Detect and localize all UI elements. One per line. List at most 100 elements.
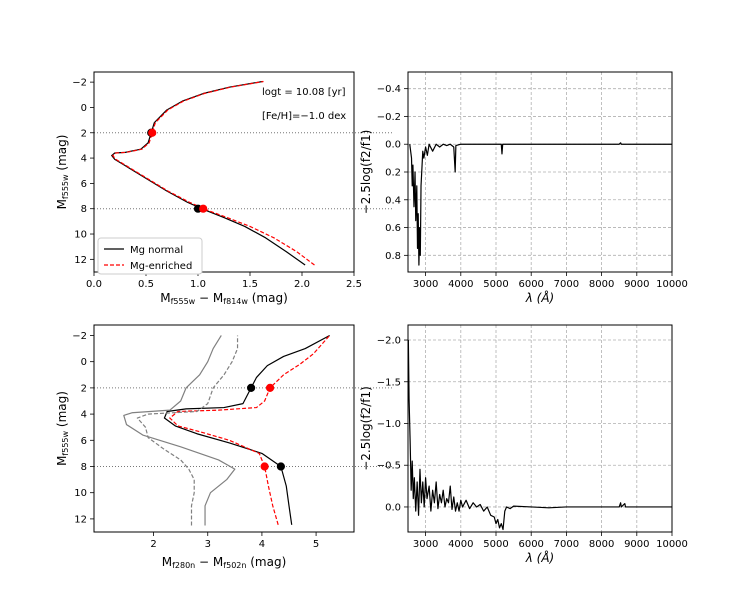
y-axis-label: Mf555w (mag) <box>55 135 70 210</box>
x-tick-label: 6000 <box>518 279 543 290</box>
series-line-ratio <box>409 142 672 266</box>
x-axis-label-part: − M <box>195 555 223 569</box>
y-tick-label: −1.0 <box>377 419 401 430</box>
x-tick-label: 8000 <box>589 279 614 290</box>
spectrum-bottom-panel: 3000 4000 5000 6000 7000 8000 9000 10000 −2.0 −1.… <box>359 324 688 565</box>
y-axis-label: Mf555w (mag) <box>55 391 70 466</box>
marked-point <box>199 204 208 213</box>
x-tick-label: 7000 <box>554 539 579 550</box>
x-axis-label: Mf280n − Mf502n (mag) <box>162 555 287 570</box>
y-tick-label: 8 <box>81 204 87 215</box>
x-tick-label: 0.5 <box>138 279 154 290</box>
x-tick-label: 4 <box>259 539 265 550</box>
x-tick-label: 10000 <box>656 279 688 290</box>
y-tick-label: 2 <box>81 128 87 139</box>
spectrum-top-panel: 3000 4000 5000 6000 7000 8000 9000 10000 −0.4 −0.… <box>359 71 688 305</box>
series-line-normal-grey- <box>123 335 236 526</box>
axes-frame <box>93 71 355 273</box>
x-axis-label-part: (mag) <box>248 291 288 305</box>
y-tick-label: 10 <box>74 488 87 499</box>
x-axis-label-part: − M <box>195 291 223 305</box>
y-tick-label: 0.6 <box>385 223 401 234</box>
y-tick-label: 4 <box>81 410 87 421</box>
x-tick-label: 0.0 <box>86 279 102 290</box>
x-axis-label-part: (mag) <box>246 555 286 569</box>
y-tick-label: 2 <box>81 383 87 394</box>
x-tick-label: 3000 <box>413 279 438 290</box>
marked-point <box>265 383 275 392</box>
annotation-age: logt = 10.08 [yr] <box>262 87 346 98</box>
x-tick-label: 2 <box>150 539 156 550</box>
y-axis-label-part: (mag) <box>55 391 69 431</box>
y-axis-label-part: M <box>55 199 69 209</box>
y-tick-label: −0.4 <box>377 84 401 95</box>
y-tick-label: −1.5 <box>377 377 401 388</box>
x-axis-label-part: M <box>162 555 172 569</box>
marked-point <box>276 462 285 471</box>
x-axis-label: λ (Å) <box>525 290 555 305</box>
x-tick-label: 9000 <box>624 279 649 290</box>
y-tick-label: 0.2 <box>385 168 401 179</box>
marked-point <box>260 462 269 471</box>
marked-point <box>148 128 157 137</box>
axes-frame <box>407 71 673 273</box>
y-tick-label: 6 <box>81 436 87 447</box>
x-tick-label: 3 <box>205 539 211 550</box>
y-tick-label: −2.0 <box>377 336 401 347</box>
series-group <box>409 142 672 266</box>
x-tick-label: 1.5 <box>242 279 258 290</box>
y-tick-label: 0.0 <box>385 502 401 513</box>
x-tick-label: 5000 <box>483 539 508 550</box>
x-axis-label: λ (Å) <box>525 550 555 565</box>
series-group <box>123 334 331 526</box>
x-axis-label-part: M <box>160 291 170 305</box>
y-tick-label: 10 <box>74 230 87 241</box>
axes-frame <box>407 324 673 533</box>
x-tick-label: 6000 <box>518 539 543 550</box>
y-axis-label: −2.5log(f2/f1) <box>359 130 373 215</box>
x-axis-label-part: f814w <box>223 297 248 306</box>
y-axis-label-part: M <box>55 456 69 466</box>
x-axis-label-part: f502n <box>223 561 246 570</box>
y-tick-label: 8 <box>81 462 87 473</box>
series-line-ratio <box>408 340 672 531</box>
y-tick-label: −2 <box>72 78 87 89</box>
y-axis-label-part: f555w <box>61 430 70 455</box>
y-tick-label: −0.2 <box>377 112 401 123</box>
series-line-mg-enriched <box>169 335 331 525</box>
x-axis-label-part: f555w <box>171 297 196 306</box>
annotation-metallicity: [Fe/H]=−1.0 dex <box>262 111 346 122</box>
x-tick-label: 7000 <box>554 279 579 290</box>
x-tick-label: 3000 <box>413 539 438 550</box>
y-tick-label: 12 <box>74 255 87 266</box>
legend: Mg normal Mg-enriched <box>97 237 203 275</box>
y-tick-label: 0.4 <box>385 195 401 206</box>
y-tick-label: 12 <box>74 514 87 525</box>
x-tick-label: 4000 <box>448 279 473 290</box>
axes-frame <box>93 324 355 533</box>
x-axis-label-part: f280n <box>172 561 195 570</box>
x-tick-label: 10000 <box>656 539 688 550</box>
y-axis-label: −2.5log(f2/f1) <box>359 386 373 471</box>
x-tick-label: 8000 <box>589 539 614 550</box>
y-axis-label-part: (mag) <box>55 135 69 175</box>
y-tick-label: 0.0 <box>385 140 401 151</box>
y-tick-label: 6 <box>81 179 87 190</box>
series-line-enriched-grey- <box>136 335 239 526</box>
series-line-mg-enriched <box>112 80 315 266</box>
x-tick-label: 5 <box>313 539 319 550</box>
y-axis-label-part: f555w <box>61 174 70 199</box>
x-tick-label: 2.0 <box>294 279 310 290</box>
y-tick-label: 0.8 <box>385 251 401 262</box>
x-axis-label: Mf555w − Mf814w (mag) <box>160 291 288 306</box>
marked-point <box>246 383 256 392</box>
y-tick-label: −2 <box>72 331 87 342</box>
y-tick-label: −0.5 <box>377 461 401 472</box>
series-group <box>111 80 315 266</box>
legend-label-mg-enriched: Mg-enriched <box>130 261 192 272</box>
x-tick-label: 4000 <box>448 539 473 550</box>
x-tick-label: 5000 <box>483 279 508 290</box>
